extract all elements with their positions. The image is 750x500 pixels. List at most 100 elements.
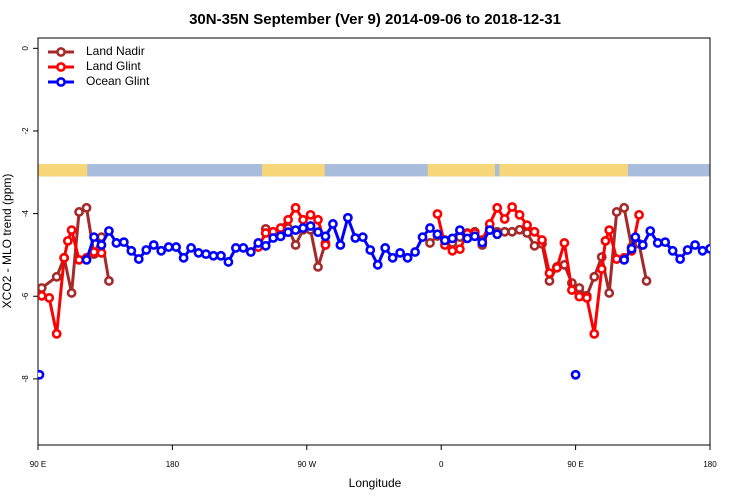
data-point [283, 227, 294, 238]
data-point [611, 254, 622, 264]
data-point [645, 226, 656, 236]
data-point [395, 247, 406, 258]
series [38, 212, 710, 380]
legend-label: Ocean Glint [86, 74, 150, 88]
data-point [126, 245, 137, 256]
data-point [611, 207, 622, 217]
data-point [59, 252, 70, 263]
data-point [477, 237, 488, 248]
data-point [522, 220, 532, 231]
data-point [133, 254, 144, 264]
data-point [320, 231, 331, 242]
plot-frame [37, 37, 711, 446]
data-point [600, 235, 611, 246]
data-point [492, 229, 503, 240]
data-point [74, 254, 84, 265]
data-point [417, 232, 428, 243]
data-point [574, 283, 585, 293]
land-band [38, 164, 88, 177]
data-point [253, 238, 264, 248]
data-point [630, 232, 641, 243]
y-tick-label: -2 [21, 127, 30, 135]
data-point [604, 288, 615, 298]
data-point [44, 293, 55, 303]
data-point [335, 240, 346, 250]
data-point [469, 231, 480, 242]
data-point [675, 254, 686, 264]
data-point [652, 238, 663, 248]
data-point [566, 285, 577, 295]
data-point [507, 226, 518, 237]
data-point [432, 209, 443, 219]
data-point [537, 235, 547, 245]
data-point [589, 271, 600, 282]
data-point [454, 244, 465, 255]
x-tick-label: 90 E [30, 460, 46, 469]
data-point [201, 249, 211, 260]
data-point [313, 262, 323, 272]
data-point [290, 240, 301, 250]
data-point [690, 240, 700, 250]
data-point [313, 227, 323, 238]
data-point [66, 225, 77, 236]
x-tick-label: 180 [166, 460, 180, 469]
data-point [350, 233, 361, 243]
data-point [208, 250, 219, 261]
data-point [104, 276, 114, 286]
series [38, 202, 644, 339]
data-point [260, 240, 271, 251]
data-point [552, 262, 562, 273]
data-point [51, 328, 62, 339]
land-band [262, 164, 325, 177]
data-point [171, 242, 182, 252]
data-point [245, 247, 256, 257]
y-axis-label: XCO2 - MLO trend (ppm) [0, 174, 14, 309]
data-point [156, 245, 167, 256]
data-point [260, 228, 271, 238]
y-tick-label: -4 [21, 210, 30, 218]
data-point [637, 240, 648, 250]
data-point [529, 226, 540, 237]
series-line [85, 212, 498, 269]
data-point [104, 226, 114, 236]
data-point [499, 226, 510, 237]
data-point [298, 214, 308, 225]
data-point [74, 207, 84, 217]
data-point [410, 247, 420, 257]
data-point [454, 225, 465, 236]
data-point [447, 233, 458, 244]
data-point [372, 259, 383, 270]
data-point [118, 237, 129, 248]
y-tick-label: -6 [21, 292, 30, 300]
legend-marker [56, 62, 66, 72]
x-tick-label: 90 E [567, 460, 583, 469]
data-point [283, 214, 294, 225]
y-tick-label: 0 [21, 46, 30, 51]
data-point [514, 209, 525, 220]
data-point [529, 240, 540, 251]
data-point [223, 257, 234, 267]
x-axis-label: Longitude [349, 476, 402, 490]
data-point [462, 233, 473, 244]
data-point [186, 243, 196, 253]
data-point [432, 229, 443, 240]
x-tick-label: 180 [703, 460, 717, 469]
data-point [290, 202, 301, 213]
data-point [604, 225, 615, 236]
x-tick-label: 0 [439, 460, 444, 469]
data-point [697, 245, 708, 256]
data-point [440, 235, 450, 246]
land-band [499, 164, 628, 177]
data-point [559, 238, 570, 248]
data-point [38, 369, 45, 380]
data-point [96, 240, 107, 250]
data-point [328, 219, 338, 229]
data-point [544, 276, 555, 286]
data-point [238, 243, 249, 253]
data-point [514, 224, 525, 235]
data-point [596, 264, 607, 274]
data-point [619, 254, 630, 265]
legend-label: Land Nadir [86, 44, 145, 58]
data-point [38, 290, 47, 301]
